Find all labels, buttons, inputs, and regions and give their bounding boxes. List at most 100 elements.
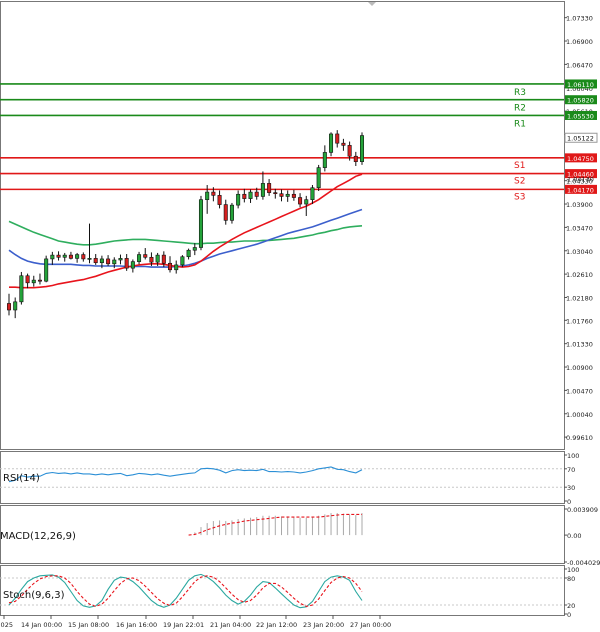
candle-body: [106, 258, 111, 265]
y-tick-label: 1.00470: [566, 387, 593, 395]
candle-body: [304, 199, 309, 205]
candle-body: [68, 254, 73, 259]
candle-body: [62, 254, 67, 258]
level-price-r3: 1.06110: [567, 81, 594, 89]
level-price-r3-bg: [565, 79, 597, 89]
candle-body: [118, 258, 123, 261]
candle-body: [161, 254, 166, 264]
y-tick-label: 1.06470: [566, 61, 593, 69]
pane-tick-label: 0.003909: [567, 506, 598, 514]
candle-body: [260, 183, 265, 197]
rsi-label: RSI(14): [3, 473, 40, 484]
x-tick-label: 23 Jan 20:00: [303, 621, 344, 629]
candle-body: [112, 259, 117, 265]
candle-body: [322, 152, 327, 168]
y-tick-label: 1.02610: [566, 271, 593, 279]
candle-body: [143, 254, 148, 258]
candle-body: [254, 191, 259, 197]
level-price-r1-bg: [565, 110, 597, 120]
candle-body: [347, 145, 352, 157]
candle-body: [359, 135, 365, 162]
level-price-s3-bg: [565, 184, 597, 194]
candle-body: [279, 193, 284, 197]
pane-tick-label: 20: [567, 602, 575, 610]
pane-tick-label: 80: [567, 575, 575, 583]
extra-price-label: 1.04130: [567, 176, 594, 184]
candle-body: [291, 193, 296, 198]
y-tick-label: 1.01760: [566, 317, 593, 325]
macd-indicator: 0.003909 0.00 -0.004029 MACD(12,26,9): [0, 506, 600, 567]
pane-tick-label: 100: [567, 452, 579, 460]
level-label-r3: R3: [514, 88, 526, 98]
level-price-s1-bg: [565, 153, 597, 163]
level-price-r2-bg: [565, 95, 597, 105]
y-tick-label: 1.03470: [566, 224, 593, 232]
candle-body: [124, 258, 129, 269]
candle-body: [13, 301, 18, 311]
level-label-s2: S2: [514, 177, 525, 187]
level-price-s3: 1.04170: [567, 186, 594, 194]
candle-body: [192, 247, 197, 251]
y-tick-label: 0.99610: [566, 434, 593, 442]
stoch-pane-frame: [0, 565, 565, 616]
main-price-axis: 1.073301.069001.064701.060401.056101.051…: [564, 15, 593, 442]
x-tick-label: 22 Jan 12:00: [256, 621, 297, 629]
candle-body: [267, 183, 272, 193]
stoch-main-line: [8, 573, 363, 609]
candle-body: [155, 254, 160, 263]
candle-body: [316, 167, 321, 189]
pane-tick-label: 100: [567, 566, 579, 574]
y-tick-label: 1.06900: [566, 38, 593, 46]
rsi-indicator: 100 70 30 0 RSI(14): [0, 452, 579, 506]
current-price: 1.05122: [567, 135, 594, 143]
y-tick-label: 1.02180: [566, 294, 593, 302]
candle-body: [93, 258, 98, 264]
level-label-s1: S1: [514, 161, 525, 171]
level-label-r2: R2: [514, 104, 526, 114]
y-tick-label: 1.00040: [566, 411, 593, 419]
y-tick-label: 1.07330: [566, 15, 593, 23]
pane-tick-label: 70: [567, 466, 575, 474]
level-label-r1: R1: [514, 119, 526, 129]
candle-body: [50, 254, 55, 260]
candle-body: [248, 191, 253, 199]
candle-body: [99, 258, 104, 264]
candle-body: [198, 199, 203, 248]
rsi-pane-frame: [0, 451, 565, 504]
candle-body: [31, 279, 36, 284]
level-price-s2-bg: [565, 169, 597, 179]
candle-body: [353, 155, 358, 162]
macd-pane-frame: [0, 505, 565, 564]
candle-body: [335, 133, 340, 144]
shift-marker-icon: [368, 2, 376, 6]
moving-averages: [8, 173, 363, 289]
pane-tick-label: 0: [567, 498, 571, 506]
y-tick-label: 1.06040: [566, 85, 593, 93]
ma-mid-line: [8, 208, 363, 268]
current-price-bg: [564, 132, 598, 143]
y-tick-label: 1.03040: [566, 248, 593, 256]
candle-body: [273, 192, 278, 195]
candle-body: [19, 275, 24, 303]
ma-fast-line: [9, 173, 363, 289]
x-tick-label: 13 Jan 2025: [0, 621, 13, 629]
y-tick-label: 1.04330: [566, 178, 593, 186]
price-labels: 1.061101.058201.055301.047501.044601.041…: [564, 79, 598, 194]
y-tick-label: 1.03900: [566, 201, 593, 209]
candle-body: [329, 133, 334, 153]
candle-body: [205, 191, 210, 200]
pane-tick-label: 0.00: [567, 532, 581, 540]
candle-body: [75, 254, 80, 259]
x-tick-label: 15 Jan 08:00: [68, 621, 109, 629]
x-tick-label: 27 Jan 00:00: [350, 621, 391, 629]
ma-slow-line: [8, 220, 363, 246]
candle-body: [87, 258, 92, 260]
level-price-r2: 1.05820: [567, 97, 594, 105]
candle-body: [211, 191, 216, 196]
candle-body: [223, 204, 228, 221]
macd-signal-line: [188, 513, 362, 536]
candle-body: [229, 204, 234, 221]
candle-body: [186, 249, 191, 258]
candle-body: [137, 254, 142, 262]
